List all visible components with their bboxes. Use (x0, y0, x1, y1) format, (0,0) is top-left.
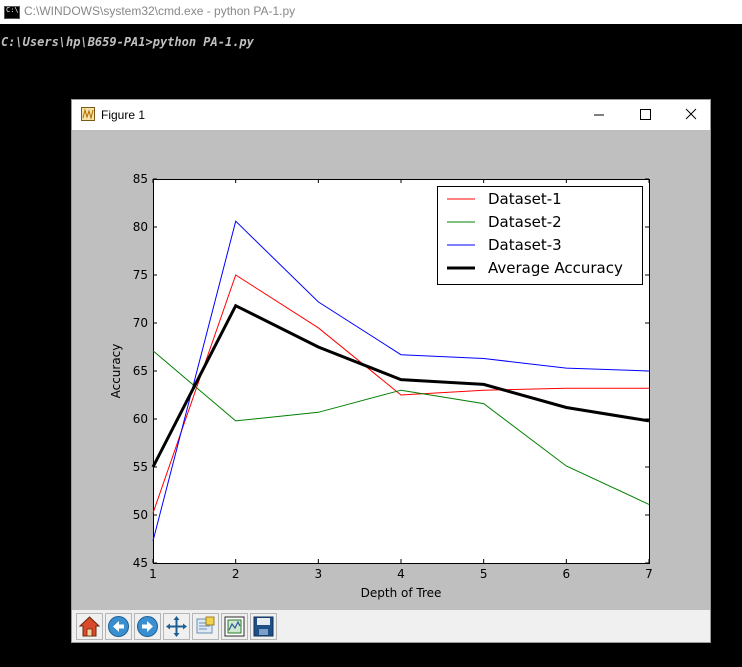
maximize-button[interactable] (622, 100, 668, 130)
minimize-icon (594, 114, 604, 116)
minimize-button[interactable] (576, 100, 622, 130)
matplotlib-icon (81, 107, 95, 121)
y-tick-label: 55 (133, 460, 148, 474)
back-button[interactable] (105, 613, 132, 640)
forward-arrow-icon (137, 616, 158, 637)
y-tick-label: 65 (133, 364, 148, 378)
zoom-rect-icon (196, 616, 215, 634)
y-tick-label: 50 (133, 508, 148, 522)
series-line-2 (152, 350, 650, 505)
zoom-button[interactable] (192, 613, 219, 640)
forward-button[interactable] (134, 613, 161, 640)
pan-button[interactable] (163, 613, 190, 640)
series-line-4 (151, 303, 650, 468)
subplots-icon (224, 616, 245, 637)
back-arrow-icon (108, 616, 129, 637)
y-tick-label: 75 (133, 268, 148, 282)
figure-title-bar[interactable]: Figure 1 (72, 100, 710, 130)
figure-title: Figure 1 (101, 108, 146, 122)
x-tick-label: 4 (397, 567, 405, 581)
figure-canvas[interactable]: 1 2 3 4 5 6 7 45 50 55 60 65 70 75 80 85 Depth of Tree … (72, 130, 710, 610)
x-tick-label: 3 (315, 567, 323, 581)
subplots-button[interactable] (221, 613, 248, 640)
cmd-window-title: C:\WINDOWS\system32\cmd.exe - python PA-… (24, 4, 296, 18)
x-tick-label: 5 (480, 567, 488, 581)
x-tick-label: 7 (645, 567, 653, 581)
cmd-prompt-line: C:\Users\hp\B659-PA1>python PA-1.py (1, 35, 254, 49)
cmd-title-bar[interactable]: C:\WINDOWS\system32\cmd.exe - python PA-… (0, 0, 742, 24)
y-tick-label: 80 (133, 220, 148, 234)
pan-icon (166, 616, 187, 637)
close-button[interactable] (668, 100, 714, 130)
chart-legend: Dataset-1 Dataset-2 Dataset-3 Average Accur… (437, 186, 643, 285)
legend-label: Average Accuracy (488, 259, 623, 277)
x-tick-label: 2 (232, 567, 240, 581)
y-tick-label: 60 (133, 412, 148, 426)
legend-label: Dataset-2 (488, 213, 562, 231)
y-tick-label: 45 (133, 556, 148, 570)
y-tick-label: 70 (133, 316, 148, 330)
x-tick-label: 1 (149, 567, 157, 581)
close-icon (685, 108, 697, 120)
series-line-1 (152, 274, 649, 514)
x-tick-label: 6 (563, 567, 571, 581)
cmd-app-icon (4, 6, 20, 19)
save-button[interactable] (250, 613, 277, 640)
figure-toolbar (72, 610, 710, 642)
y-tick-label: 85 (133, 172, 148, 186)
series-line-3 (152, 220, 650, 542)
maximize-icon (640, 109, 651, 120)
legend-label: Dataset-1 (488, 190, 562, 208)
legend-label: Dataset-3 (488, 236, 562, 254)
home-icon (78, 616, 101, 637)
save-icon (253, 616, 274, 637)
y-axis-label: Accuracy (109, 344, 123, 399)
figure-window: Figure 1 1 2 3 4 5 6 7 45 50 55 60 65 70 75 80 85 Depth… (71, 99, 711, 643)
home-button[interactable] (76, 613, 103, 640)
x-axis-label: Depth of Tree (361, 586, 442, 600)
